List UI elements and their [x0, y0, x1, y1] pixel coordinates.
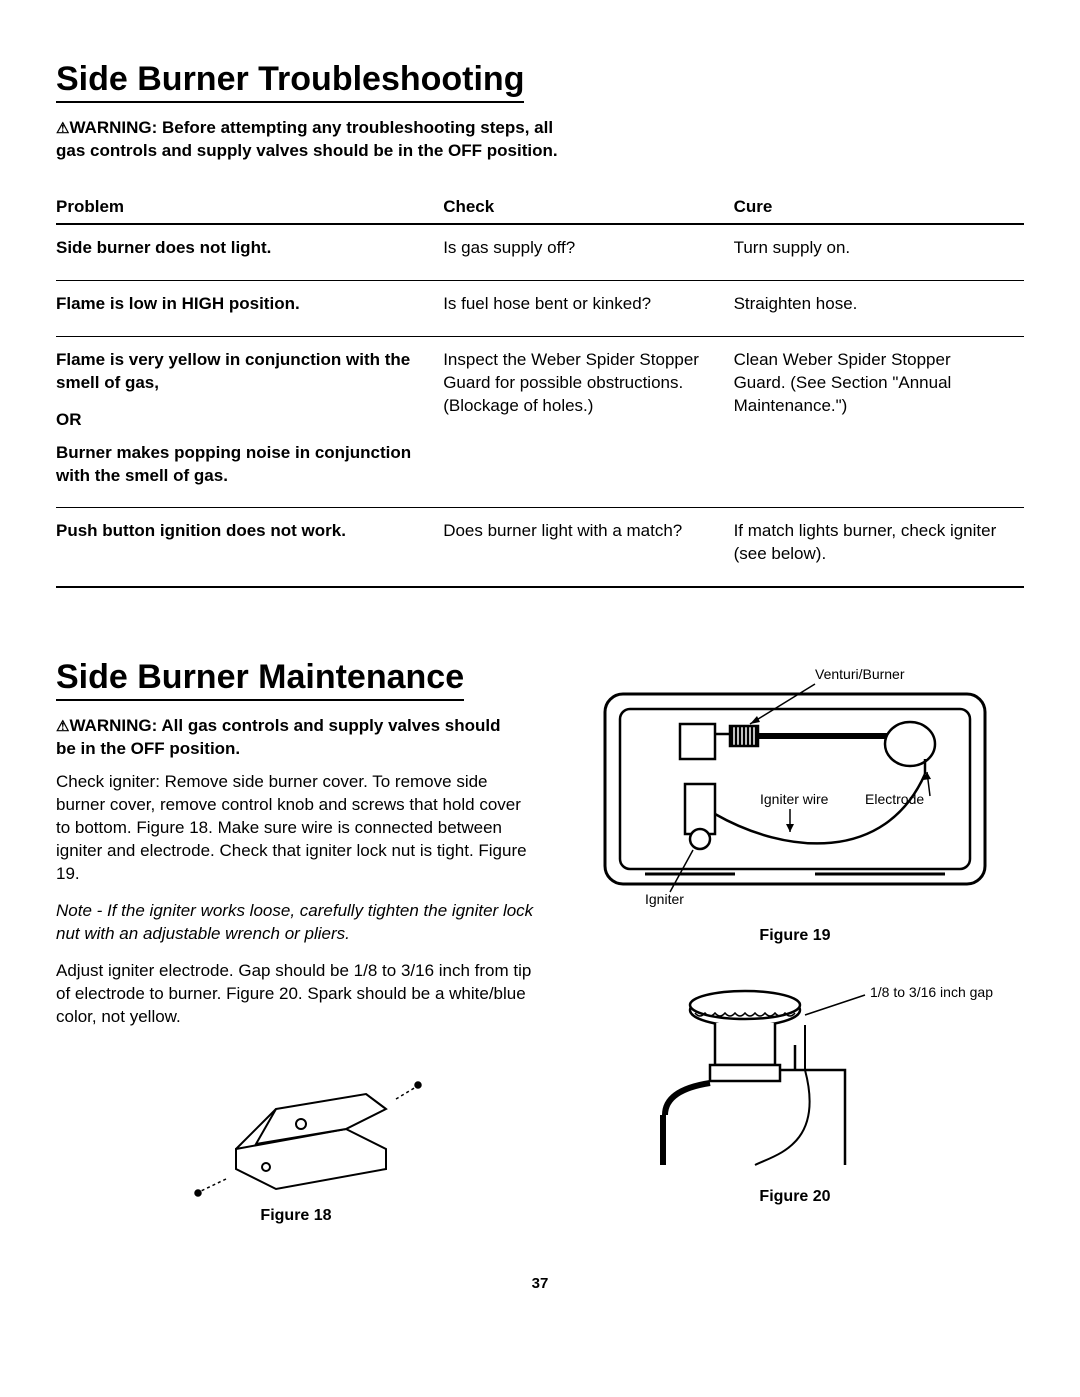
- cell-problem: Push button ignition does not work.: [56, 508, 443, 587]
- problem-text: Flame is very yellow in conjunction with…: [56, 350, 410, 392]
- section-title-troubleshooting: Side Burner Troubleshooting: [56, 60, 524, 103]
- warning-troubleshooting: ⚠WARNING: Before attempting any troubles…: [56, 117, 576, 163]
- figure-18-svg: [166, 1069, 426, 1199]
- maintenance-note: Note - If the igniter works loose, caref…: [56, 900, 536, 946]
- cell-check: Is fuel hose bent or kinked?: [443, 280, 733, 336]
- table-row: Flame is very yellow in conjunction with…: [56, 336, 1024, 508]
- maintenance-para-1: Check igniter: Remove side burner cover.…: [56, 771, 536, 886]
- warning-text-1: WARNING: Before attempting any troublesh…: [56, 118, 558, 160]
- figure-18-caption: Figure 18: [56, 1207, 536, 1225]
- page-number: 37: [56, 1275, 1024, 1292]
- figure-18: Figure 18: [56, 1069, 536, 1225]
- warning-maintenance: ⚠WARNING: All gas controls and supply va…: [56, 715, 516, 761]
- cell-check: Inspect the Weber Spider Stopper Guard f…: [443, 336, 733, 508]
- warning-icon: ⚠: [56, 718, 69, 735]
- cell-cure: Clean Weber Spider Stopper Guard. (See S…: [734, 336, 1024, 508]
- col-check: Check: [443, 191, 733, 224]
- table-row: Flame is low in HIGH position. Is fuel h…: [56, 280, 1024, 336]
- figure-19-caption: Figure 19: [566, 927, 1024, 945]
- troubleshooting-table: Problem Check Cure Side burner does not …: [56, 191, 1024, 588]
- cell-problem: Side burner does not light.: [56, 224, 443, 280]
- cell-cure: If match lights burner, check igniter (s…: [734, 508, 1024, 587]
- table-row: Side burner does not light. Is gas suppl…: [56, 224, 1024, 280]
- warning-icon: ⚠: [56, 120, 69, 137]
- label-electrode: Electrode: [865, 791, 924, 807]
- label-gap: 1/8 to 3/16 inch gap: [870, 984, 993, 1000]
- problem-cont: Burner makes popping noise in conjunctio…: [56, 442, 425, 488]
- cell-problem: Flame is low in HIGH position.: [56, 280, 443, 336]
- warning-text-2: WARNING: All gas controls and supply val…: [56, 716, 501, 758]
- maintenance-para-2: Adjust igniter electrode. Gap should be …: [56, 960, 536, 1029]
- cell-cure: Straighten hose.: [734, 280, 1024, 336]
- section-title-maintenance: Side Burner Maintenance: [56, 658, 464, 701]
- cell-check: Is gas supply off?: [443, 224, 733, 280]
- figure-19: Venturi/Burner Igniter wire Electrode Ig…: [566, 664, 1024, 945]
- col-problem: Problem: [56, 191, 443, 224]
- figure-20: 1/8 to 3/16 inch gap Figure 20: [566, 975, 1024, 1206]
- figure-19-svg: Venturi/Burner Igniter wire Electrode Ig…: [585, 664, 1005, 914]
- cell-problem: Flame is very yellow in conjunction with…: [56, 336, 443, 508]
- label-igniter-wire: Igniter wire: [760, 791, 829, 807]
- figure-20-svg: 1/8 to 3/16 inch gap: [595, 975, 995, 1175]
- col-cure: Cure: [734, 191, 1024, 224]
- cell-cure: Turn supply on.: [734, 224, 1024, 280]
- table-row: Push button ignition does not work. Does…: [56, 508, 1024, 587]
- figure-20-caption: Figure 20: [566, 1188, 1024, 1206]
- label-venturi: Venturi/Burner: [815, 666, 905, 682]
- cell-check: Does burner light with a match?: [443, 508, 733, 587]
- label-igniter: Igniter: [645, 891, 684, 907]
- problem-or: OR: [56, 409, 425, 432]
